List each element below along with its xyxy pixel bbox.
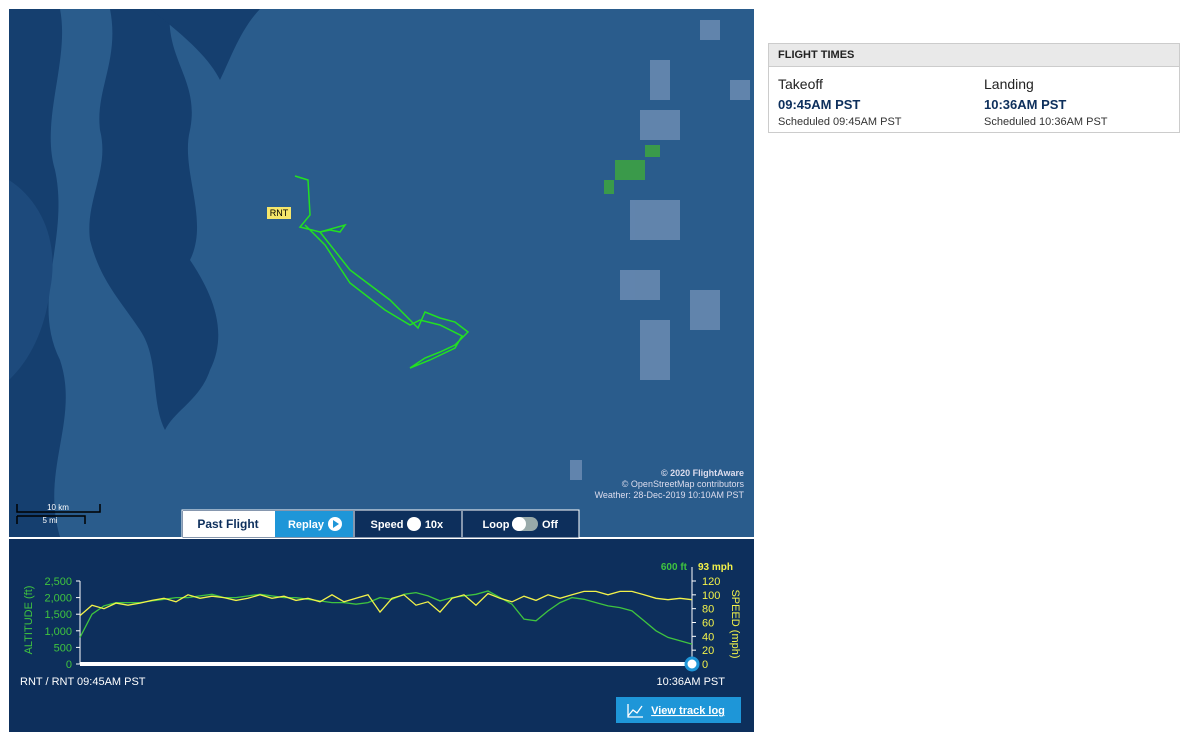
- attribution: Weather: 28-Dec-2019 10:10AM PST: [595, 490, 745, 500]
- attribution: © 2020 FlightAware: [661, 468, 744, 478]
- flight-view: RNT © 2020 FlightAware © OpenStreetMap c…: [9, 9, 754, 732]
- chart-icon: [627, 704, 643, 718]
- attribution[interactable]: © OpenStreetMap contributors: [622, 479, 745, 489]
- replay-label: Replay: [288, 519, 325, 531]
- flight-track: [294, 175, 470, 369]
- y-tick-label: 2,500: [44, 576, 72, 588]
- y2-tick-label: 60: [702, 618, 714, 630]
- y2-tick-label: 120: [702, 576, 720, 588]
- airport-marker[interactable]: [267, 207, 291, 219]
- landing-time: 10:36AM PST: [984, 97, 1067, 112]
- play-icon: [333, 520, 339, 528]
- weather: [570, 20, 750, 480]
- y-axis-title: ALTITUDE (ft): [23, 586, 35, 655]
- landing-scheduled: Scheduled 10:36AM PST: [984, 116, 1108, 128]
- y2-tick-label: 100: [702, 590, 720, 602]
- x-start-label: RNT / RNT 09:45AM PST: [20, 676, 146, 688]
- water: [150, 9, 260, 80]
- past-flight-label: Past Flight: [197, 517, 258, 531]
- y2-tick-label: 0: [702, 659, 708, 671]
- y-tick-label: 1,500: [44, 609, 72, 621]
- y2-tick-label: 20: [702, 645, 714, 657]
- takeoff-label: Takeoff: [778, 76, 823, 92]
- track-log-label: View track log: [651, 705, 725, 717]
- landing: Landing 10:36AM PST Scheduled 10:36AM PS…: [984, 76, 1108, 128]
- speed-icon: [407, 517, 421, 531]
- y2-tick-label: 40: [702, 631, 714, 643]
- water: [89, 9, 219, 430]
- scale-bar: [16, 504, 101, 524]
- scale-label: 5 mi: [42, 516, 57, 525]
- track-log-button[interactable]: [616, 697, 741, 723]
- landing-label: Landing: [984, 76, 1034, 92]
- speed-value: 10x: [425, 519, 444, 531]
- toggle-knob: [512, 517, 526, 531]
- current-speed: 93 mph: [698, 562, 733, 573]
- current-altitude: 600 ft: [661, 562, 688, 573]
- y-tick-label: 0: [66, 659, 72, 671]
- scale-label: 10 km: [47, 503, 69, 512]
- speed-label[interactable]: Speed: [370, 519, 403, 531]
- loop-state: Off: [542, 519, 558, 531]
- past-flight-tab[interactable]: [183, 511, 275, 537]
- takeoff: Takeoff 09:45AM PST Scheduled 09:45AM PS…: [778, 76, 902, 128]
- y2-tick-label: 80: [702, 604, 714, 616]
- y-tick-label: 2,000: [44, 593, 72, 605]
- y-tick-label: 1,000: [44, 626, 72, 638]
- weather: [604, 145, 660, 194]
- progress-handle[interactable]: [684, 656, 700, 672]
- flight-times-header: FLIGHT TIMES: [769, 44, 1179, 67]
- flight-times: FLIGHT TIMES Takeoff 09:45AM PST Schedul…: [768, 43, 1180, 133]
- loop-label: Loop: [483, 519, 510, 531]
- airport-label: RNT: [270, 208, 289, 218]
- series-line: [79, 590, 693, 617]
- land: [9, 180, 53, 380]
- takeoff-scheduled: Scheduled 09:45AM PST: [778, 116, 902, 128]
- y-tick-label: 500: [54, 642, 72, 654]
- x-end-label: 10:36AM PST: [657, 676, 726, 688]
- y2-axis-title: SPEED (mph): [729, 589, 741, 658]
- takeoff-time: 09:45AM PST: [778, 97, 861, 112]
